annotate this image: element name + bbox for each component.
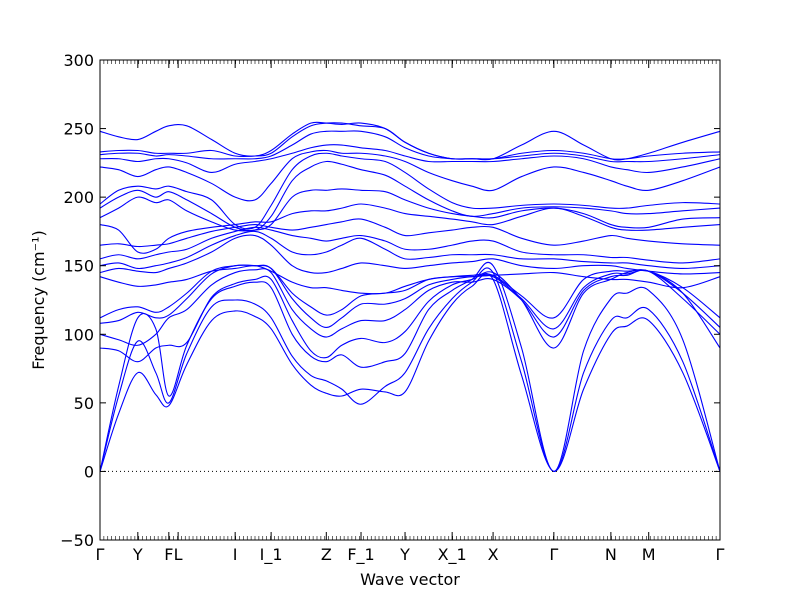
x-tick-label: I: [233, 545, 238, 564]
band-line-5: [99, 268, 721, 346]
band-line-21: [99, 121, 721, 161]
band-line-13: [99, 203, 721, 254]
x-tick-label: Z: [321, 545, 332, 564]
band-line-10: [99, 230, 721, 270]
band-line-15: [99, 160, 721, 232]
x-tick-label: Y: [399, 545, 410, 564]
band-line-9: [99, 234, 721, 275]
band-lines: [99, 121, 721, 472]
band-line-4: [99, 269, 721, 363]
y-tick-label: 150: [63, 257, 94, 276]
band-line-7: [99, 264, 721, 319]
x-tick-label: L: [174, 545, 183, 564]
x-tick-label: I_1: [260, 545, 283, 565]
y-tick-label: −50: [60, 531, 94, 550]
band-line-12: [99, 218, 721, 248]
x-tick-label: X: [488, 545, 499, 564]
x-axis-ticks: Γ Y F L I I_1 Z F_1 Y X_1 X Γ N M Γ: [96, 60, 725, 565]
plot-frame: [99, 59, 721, 541]
band-line-19: [99, 130, 721, 163]
band-line-3: [99, 261, 721, 472]
y-tick-label: 200: [63, 188, 94, 207]
x-tick-label: F: [164, 545, 173, 564]
y-tick-label: 50: [74, 394, 94, 413]
band-line-1: [99, 273, 721, 472]
y-axis-ticks: −50 0 50 100 150 200 250 300: [60, 51, 720, 550]
band-line-2: [99, 267, 721, 472]
band-line-8: [99, 265, 721, 295]
y-tick-label: 100: [63, 325, 94, 344]
x-axis-label: Wave vector: [360, 570, 460, 589]
x-tick-label: N: [605, 545, 617, 564]
band-line-16: [99, 152, 721, 230]
y-tick-label: 0: [84, 462, 94, 481]
x-tick-label: Γ: [716, 545, 725, 564]
x-tick-label: Y: [132, 545, 143, 564]
y-tick-label: 250: [63, 120, 94, 139]
band-line-18: [99, 144, 721, 174]
x-tick-label: F_1: [347, 545, 374, 565]
x-tick-label: M: [642, 545, 656, 564]
band-line-6: [99, 264, 721, 330]
x-tick-label: X_1: [438, 545, 467, 565]
band-line-17: [99, 149, 721, 202]
x-tick-label: Γ: [549, 545, 558, 564]
band-line-11: [99, 226, 721, 264]
y-tick-label: 300: [63, 51, 94, 70]
x-tick-label: Γ: [96, 545, 105, 564]
y-axis-label: Frequency (cm⁻¹): [29, 230, 48, 369]
band-line-20: [99, 122, 721, 160]
band-line-14: [99, 188, 721, 232]
